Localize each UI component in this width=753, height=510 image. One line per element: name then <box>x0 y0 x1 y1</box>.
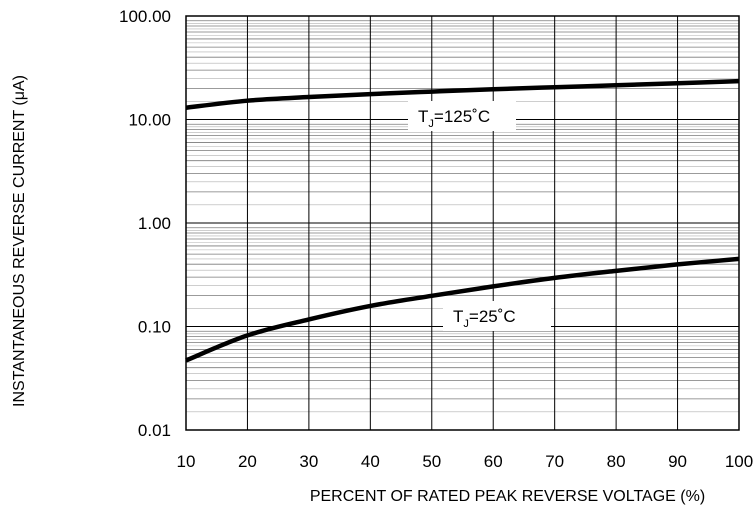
y-tick-label: 0.10 <box>138 318 171 337</box>
series-layer <box>185 78 740 363</box>
y-tick-label: 100.00 <box>119 7 171 26</box>
x-tick-label: 80 <box>607 452 626 471</box>
plot-frame <box>185 15 740 431</box>
x-axis-title: PERCENT OF RATED PEAK REVERSE VOLTAGE (%… <box>310 488 705 505</box>
curve-label: TJ=125˚C <box>418 107 490 130</box>
curve-label: TJ=25˚C <box>453 307 516 330</box>
y-tick-label: 1.00 <box>138 214 171 233</box>
series-line-1 <box>185 78 740 110</box>
x-tick-label: 30 <box>299 452 318 471</box>
x-tick-label: 60 <box>484 452 503 471</box>
series-line-2 <box>185 256 740 363</box>
annotation-background <box>443 301 551 331</box>
y-axis-title: INSTANTANEOUS REVERSE CURRENT (μA) <box>11 75 28 407</box>
x-tick-label: 50 <box>422 452 441 471</box>
x-tick-label: 10 <box>177 452 196 471</box>
x-tick-label: 40 <box>361 452 380 471</box>
x-tick-label: 90 <box>668 452 687 471</box>
grid <box>186 16 739 431</box>
y-tick-label: 10.00 <box>128 111 171 130</box>
x-tick-label: 70 <box>545 452 564 471</box>
x-tick-labels: 10 20 30 40 50 60 70 80 90 100 <box>177 452 753 471</box>
x-tick-label: 20 <box>238 452 257 471</box>
y-tick-label: 0.01 <box>138 421 171 440</box>
annotations: TJ=125˚C TJ=25˚C <box>408 101 551 331</box>
y-tick-labels: 0.01 0.10 1.00 10.00 100.00 <box>119 7 171 440</box>
x-tick-label: 100 <box>725 452 753 471</box>
annotation-background <box>408 101 516 131</box>
